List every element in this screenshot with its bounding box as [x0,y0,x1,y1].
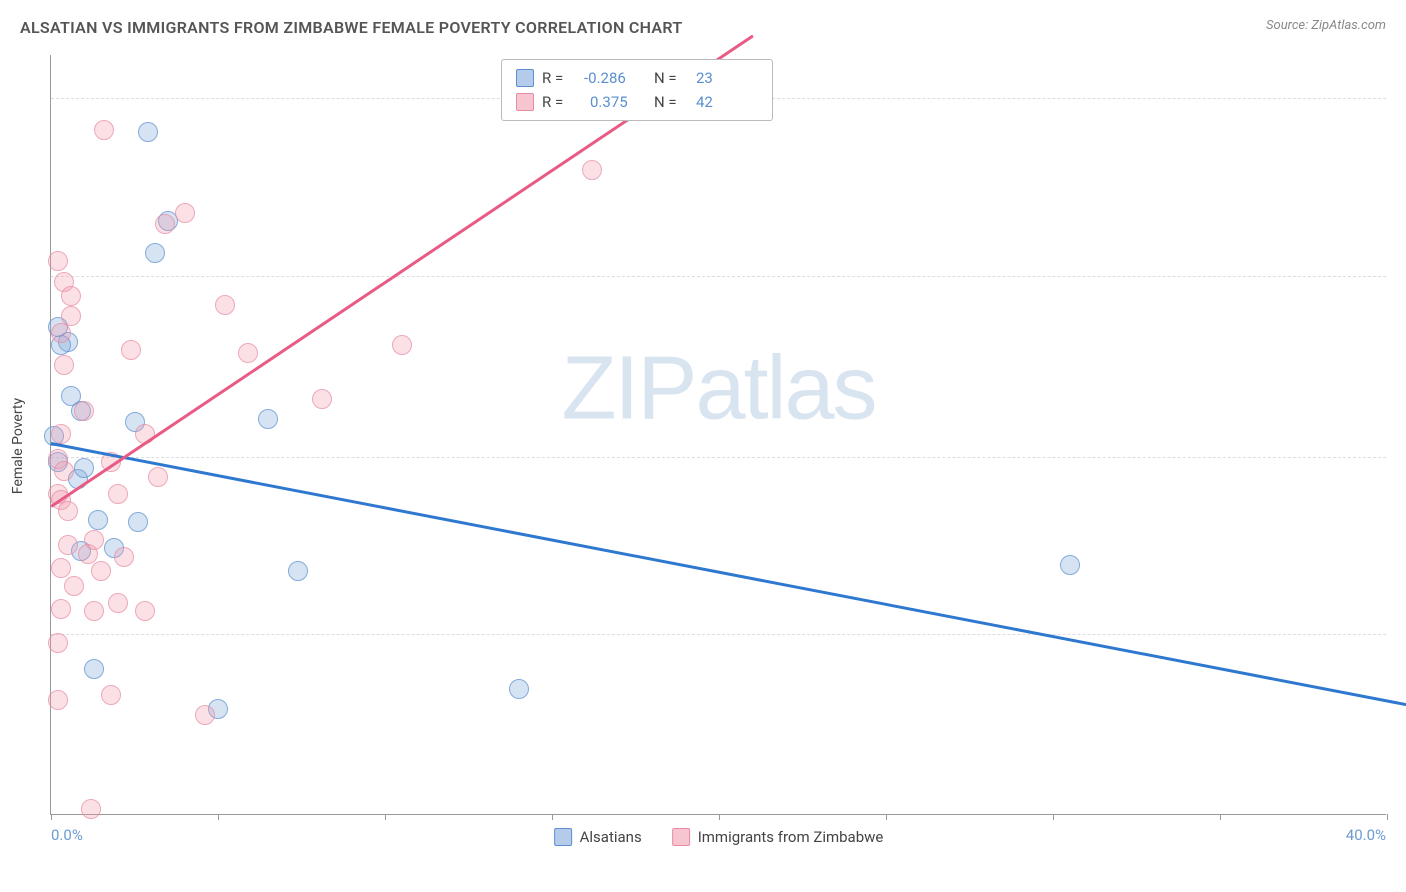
data-point-s2 [48,251,68,271]
watermark-light: atlas [695,338,875,438]
r-value-1: -0.286 [584,66,646,90]
legend-item-zimbabwe: Immigrants from Zimbabwe [672,828,884,846]
data-point-s2 [101,685,121,705]
legend-label-2: Immigrants from Zimbabwe [698,828,884,846]
data-point-s2 [54,355,74,375]
data-point-s2 [81,799,101,819]
data-point-s2 [108,484,128,504]
data-point-s2 [135,601,155,621]
legend-label-1: Alsatians [580,828,642,846]
y-tick-label: 18.8% [1396,267,1406,285]
data-point-s2 [74,401,94,421]
data-point-s2 [61,306,81,326]
chart-title: ALSATIAN VS IMMIGRANTS FROM ZIMBABWE FEM… [20,18,682,37]
data-point-s1 [1060,555,1080,575]
data-point-s2 [392,335,412,355]
data-point-s2 [312,389,332,409]
data-point-s2 [51,323,71,343]
n-label: N = [654,90,688,114]
r-value-2: 0.375 [584,90,646,114]
grid-line [51,276,1386,277]
legend-row-2: R = 0.375 N = 42 [516,90,758,114]
data-point-s1 [258,409,278,429]
data-point-s1 [145,243,165,263]
x-tick [51,814,52,820]
data-point-s1 [138,122,158,142]
data-point-s2 [195,705,215,725]
x-tick [1220,814,1221,820]
x-tick [552,814,553,820]
data-point-s2 [238,343,258,363]
data-point-s2 [58,535,78,555]
data-point-s2 [94,120,114,140]
n-value-1: 23 [696,66,758,90]
legend-swatch-zimbabwe [516,93,534,111]
grid-line [51,634,1386,635]
data-point-s2 [108,593,128,613]
n-label: N = [654,66,688,90]
r-label: R = [542,90,576,114]
grid-line [51,457,1386,458]
data-point-s2 [121,340,141,360]
series-legend: Alsatians Immigrants from Zimbabwe [554,828,884,846]
watermark-bold: ZIP [561,338,695,438]
x-tick-min: 0.0% [51,826,83,844]
legend-item-alsatians: Alsatians [554,828,642,846]
watermark: ZIPatlas [561,337,875,440]
data-point-s2 [91,561,111,581]
n-value-2: 42 [696,90,758,114]
x-tick [1387,814,1388,820]
legend-swatch-icon [672,828,690,846]
data-point-s2 [64,576,84,596]
y-axis-label: Female Poverty [10,398,26,494]
x-tick [886,814,887,820]
y-tick-label: 12.5% [1396,448,1406,466]
data-point-s2 [48,633,68,653]
legend-swatch-icon [554,828,572,846]
data-point-s2 [148,467,168,487]
x-tick [218,814,219,820]
legend-row-1: R = -0.286 N = 23 [516,66,758,90]
r-label: R = [542,66,576,90]
data-point-s2 [175,203,195,223]
data-point-s2 [84,530,104,550]
data-point-s1 [88,510,108,530]
data-point-s2 [48,690,68,710]
chart-header: ALSATIAN VS IMMIGRANTS FROM ZIMBABWE FEM… [20,18,1386,37]
legend-swatch-alsatians [516,69,534,87]
data-point-s2 [61,286,81,306]
trend-line-s1 [51,442,1406,708]
x-tick-max: 40.0% [1346,826,1386,844]
data-point-s2 [114,547,134,567]
data-point-s1 [84,659,104,679]
data-point-s2 [51,599,71,619]
data-point-s2 [155,214,175,234]
data-point-s2 [54,461,74,481]
x-tick [385,814,386,820]
y-tick-label: 6.3% [1396,625,1406,643]
data-point-s2 [51,424,71,444]
data-point-s2 [58,501,78,521]
y-tick-label: 25.0% [1396,89,1406,107]
x-tick [719,814,720,820]
data-point-s1 [128,512,148,532]
data-point-s1 [288,561,308,581]
data-point-s2 [582,160,602,180]
x-tick [1053,814,1054,820]
data-point-s2 [84,601,104,621]
correlation-legend: R = -0.286 N = 23 R = 0.375 N = 42 [501,59,773,121]
source-attribution: Source: ZipAtlas.com [1266,18,1386,33]
plot-area: ZIPatlas 6.3%12.5%18.8%25.0% R = -0.286 … [50,55,1386,815]
data-point-s1 [74,458,94,478]
data-point-s1 [509,679,529,699]
data-point-s2 [51,558,71,578]
data-point-s2 [215,295,235,315]
